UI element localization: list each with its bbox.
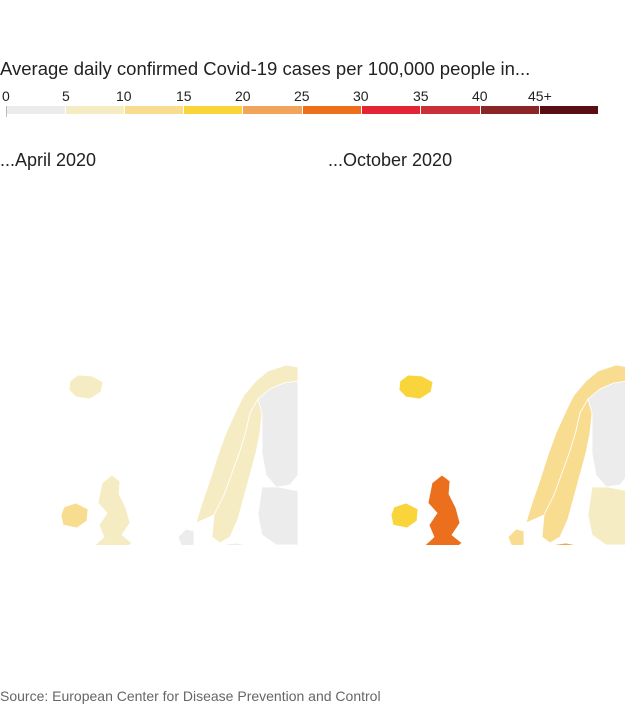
region-ireland	[390, 502, 419, 529]
legend-swatch-10-15	[125, 106, 183, 114]
legend-tick-0: 0	[2, 88, 10, 104]
region-uk	[424, 474, 463, 545]
region-poland	[219, 542, 249, 545]
legend-tick-20: 20	[235, 88, 251, 104]
map-title-april: ...April 2020	[0, 150, 97, 170]
map-october-2020	[390, 364, 625, 545]
legend-tick-5: 5	[62, 88, 70, 104]
legend-tick-25: 25	[294, 88, 310, 104]
source-note: Source: European Center for Disease Prev…	[0, 688, 381, 704]
legend-swatch-40-45	[481, 106, 539, 114]
map-title-october: ...October 2020	[328, 150, 453, 170]
legend-swatch-30-35	[362, 106, 420, 114]
region-baltics	[587, 486, 625, 545]
legend-swatch-35-40	[421, 106, 480, 114]
region-finland	[257, 380, 299, 488]
region-iceland	[398, 374, 434, 400]
legend-swatch-25-30	[303, 106, 361, 114]
legend-tick-40: 40	[472, 88, 488, 104]
legend-swatch-5-10	[66, 106, 124, 114]
legend-swatch-45-plus	[540, 106, 598, 114]
region-poland	[549, 542, 579, 545]
region-uk	[94, 474, 133, 545]
legend-tick-15: 15	[176, 88, 192, 104]
region-sweden	[541, 398, 593, 544]
region-ireland	[60, 502, 89, 529]
legend-tick-35: 35	[413, 88, 429, 104]
legend-tick-30: 30	[353, 88, 369, 104]
chart-title: Average daily confirmed Covid-19 cases p…	[0, 58, 531, 79]
legend-swatch-0-5	[6, 106, 65, 114]
color-legend: 0 5 10 15 20 25 30 35 40 45+	[0, 86, 600, 118]
legend-swatch-20-25	[243, 106, 302, 114]
legend-zero-tick	[6, 106, 7, 117]
legend-tick-45-plus: 45+	[528, 88, 552, 104]
legend-tick-10: 10	[116, 88, 132, 104]
legend-swatch-15-20	[184, 106, 242, 114]
region-denmark	[177, 528, 195, 545]
region-sweden	[211, 398, 263, 544]
region-baltics	[257, 486, 299, 545]
region-denmark	[507, 528, 525, 545]
map-april-2020	[60, 364, 299, 545]
region-iceland	[68, 374, 104, 400]
region-finland	[587, 381, 625, 488]
